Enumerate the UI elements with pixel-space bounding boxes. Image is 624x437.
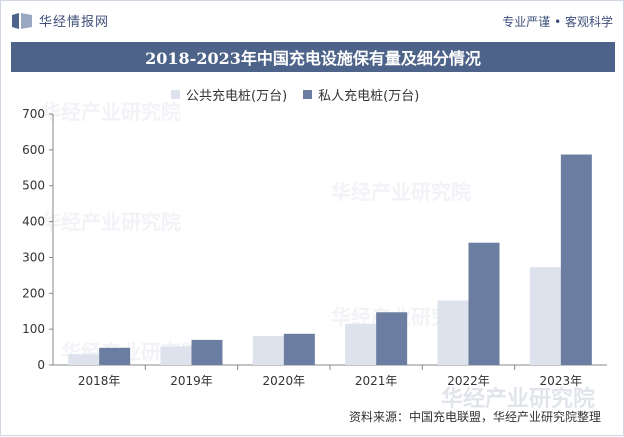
y-tick-label: 700: [22, 107, 45, 121]
bar-private: [560, 154, 592, 365]
y-tick-label: 400: [22, 215, 45, 229]
y-tick-label: 200: [22, 286, 45, 300]
bar-private: [376, 312, 408, 365]
y-tick-label: 300: [22, 250, 45, 264]
legend-item-private: 私人充电桩(万台): [303, 85, 419, 104]
y-tick-label: 600: [22, 143, 45, 157]
title-bar: 2018-2023年中国充电设施保有量及细分情况: [11, 42, 615, 72]
bar-public: [345, 323, 377, 365]
chart-title: 2018-2023年中国充电设施保有量及细分情况: [145, 49, 481, 68]
bar-public: [68, 354, 100, 365]
bar-private: [99, 347, 131, 365]
brand: 华经情报网: [11, 11, 109, 30]
x-tick-label: 2022年: [447, 374, 490, 388]
source-note: 资料来源：中国充电联盟，华经产业研究院整理: [348, 410, 601, 424]
y-tick-label: 0: [37, 358, 45, 372]
x-tick-label: 2019年: [170, 374, 213, 388]
y-tick-label: 100: [22, 322, 45, 336]
bar-public: [529, 267, 561, 365]
legend-item-public: 公共充电桩(万台): [171, 85, 287, 104]
x-tick-label: 2023年: [540, 374, 583, 388]
x-tick-label: 2021年: [355, 374, 398, 388]
bar-public: [252, 335, 284, 365]
bar-public: [437, 300, 469, 365]
slogan: 专业严谨 • 客观科学: [502, 15, 613, 29]
legend-swatch-private: [303, 90, 313, 99]
bar-private: [468, 242, 500, 365]
x-tick-label: 2018年: [78, 374, 121, 388]
bar-private: [283, 333, 315, 365]
x-tick-label: 2020年: [263, 374, 306, 388]
brand-name: 华经情报网: [39, 15, 110, 30]
bar-public: [160, 346, 192, 365]
y-tick-label: 500: [22, 179, 45, 193]
legend-label-private: 私人充电桩(万台): [318, 89, 420, 104]
legend-swatch-public: [171, 90, 180, 99]
legend: 公共充电桩(万台) 私人充电桩(万台): [171, 85, 435, 104]
legend-label-public: 公共充电桩(万台): [186, 89, 288, 104]
bar-private: [191, 339, 223, 365]
brand-logo-icon: [12, 12, 32, 29]
header: 华经情报网 专业严谨 • 客观科学: [11, 9, 613, 31]
